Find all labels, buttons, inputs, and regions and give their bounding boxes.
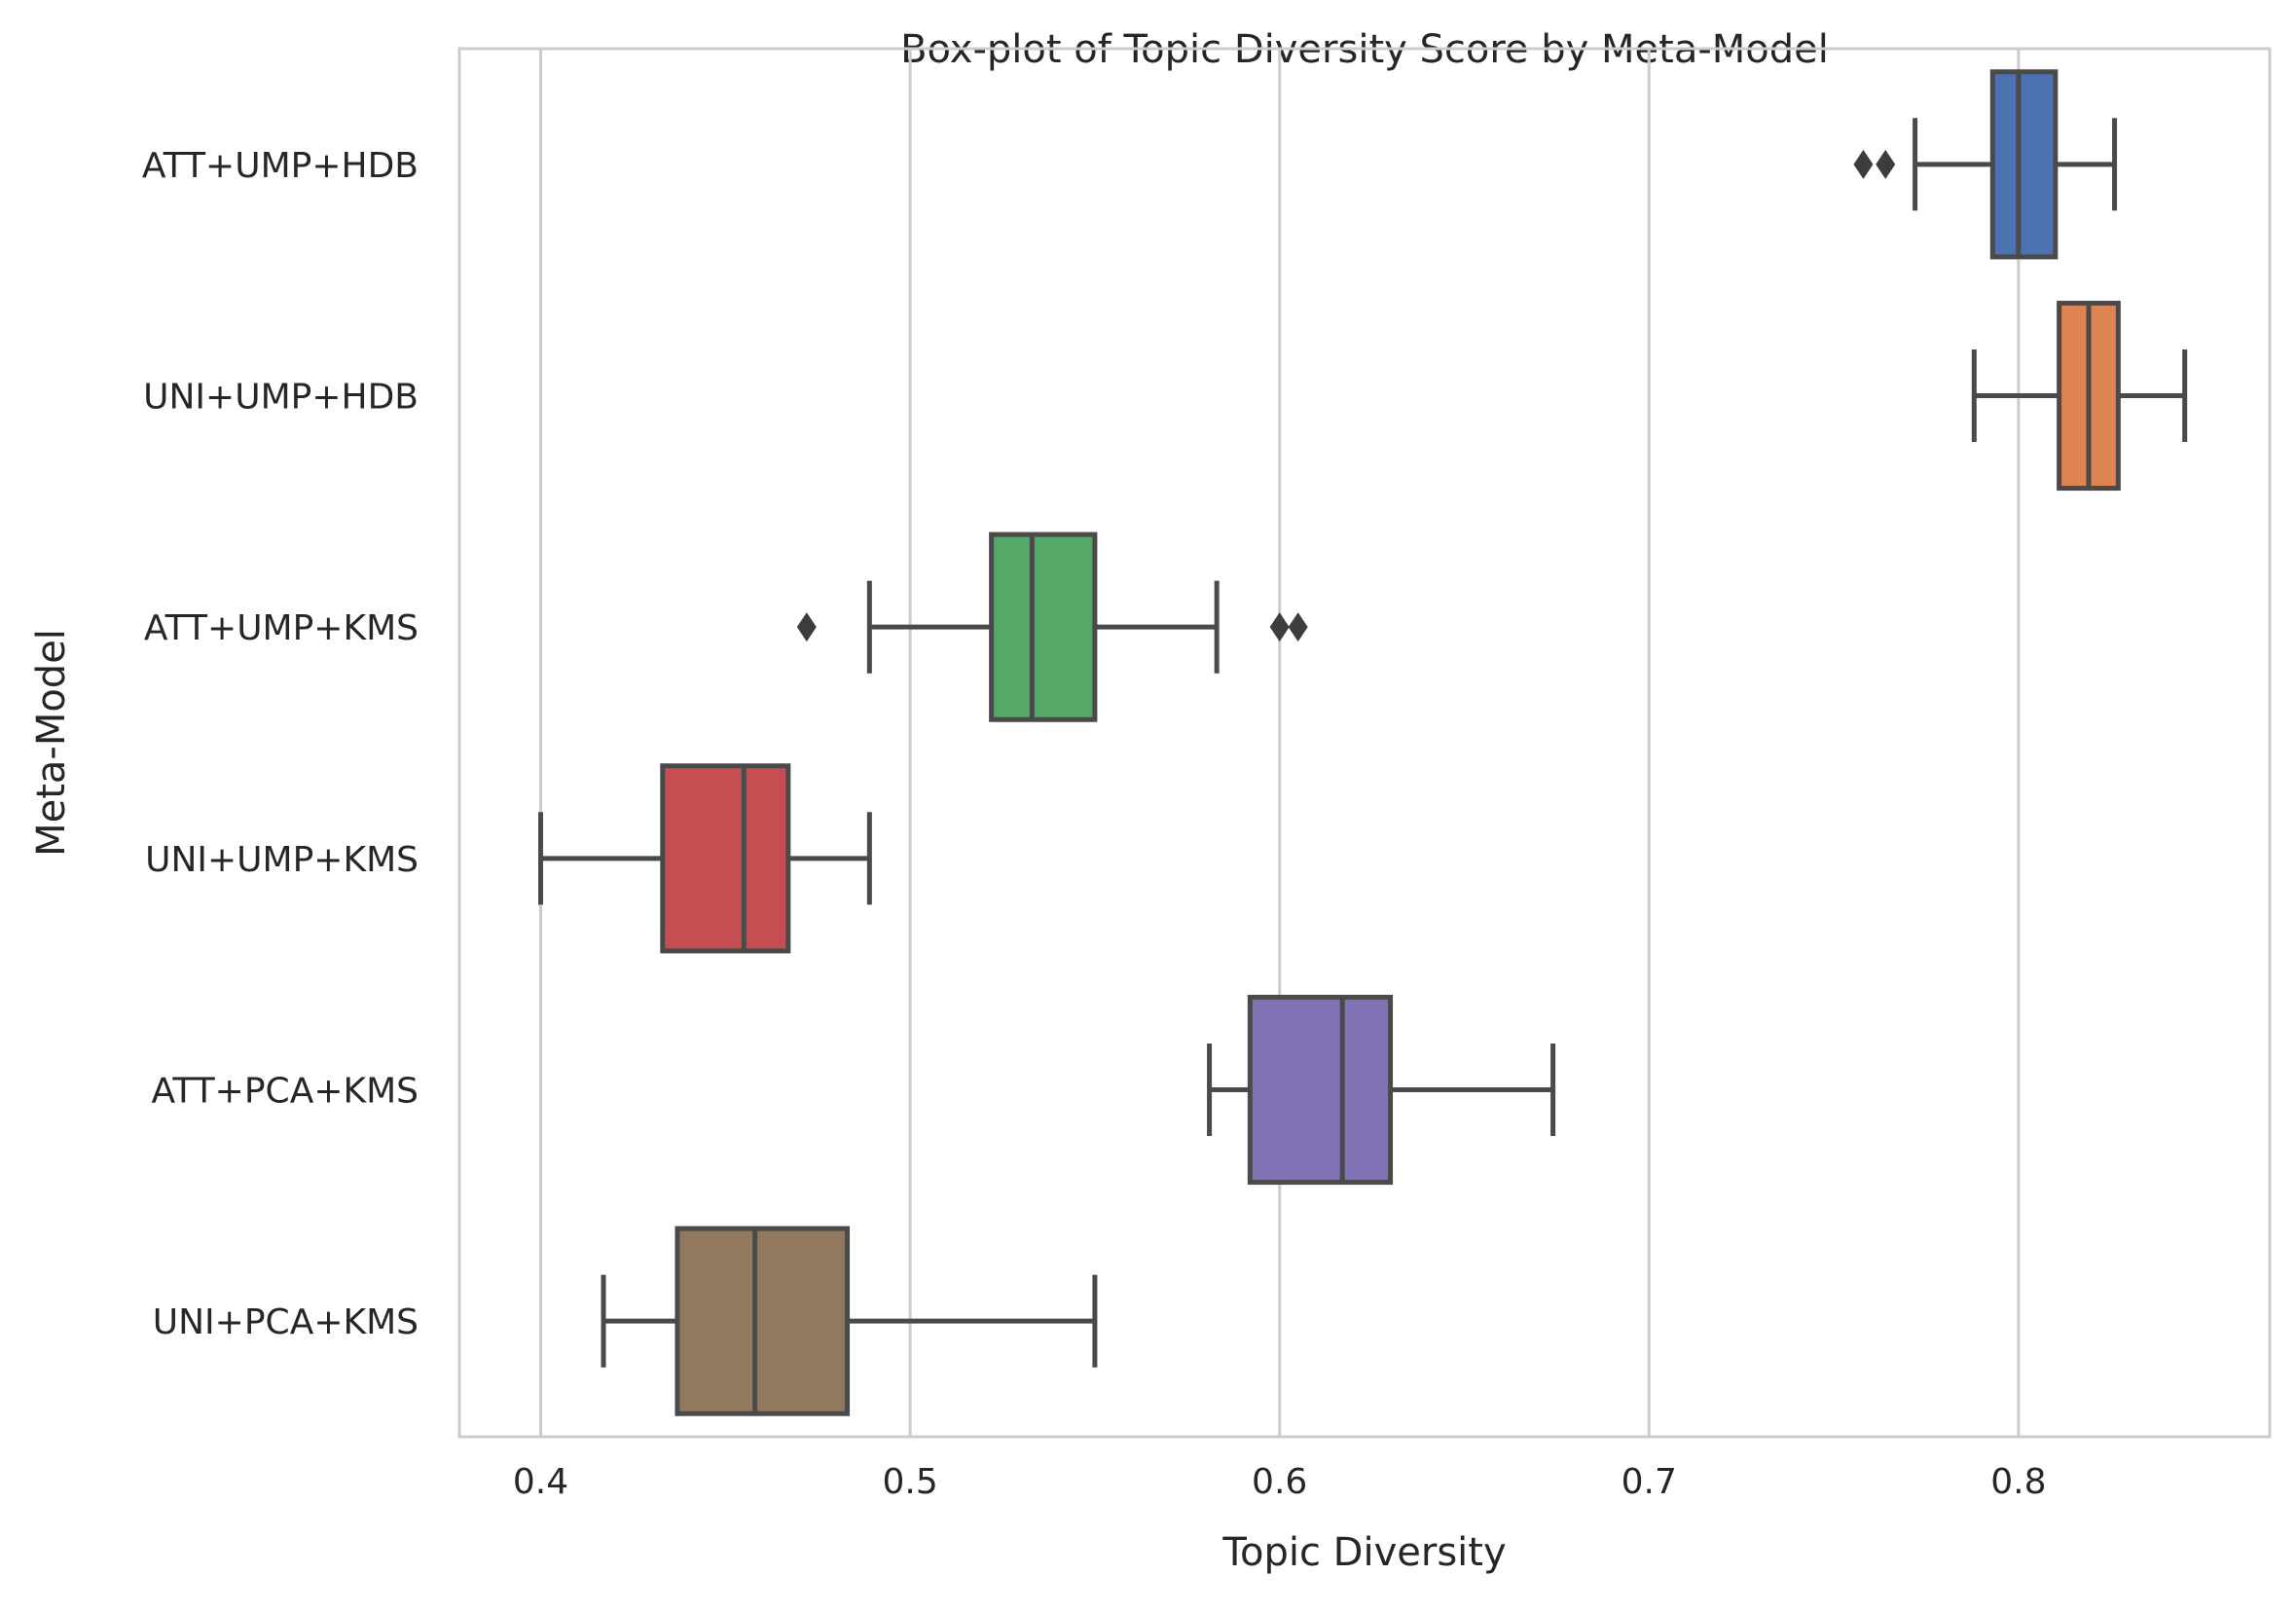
y-tick-label: ATT+PCA+KMS [152,1072,419,1112]
y-tick-label: UNI+PCA+KMS [153,1302,419,1342]
y-tick-label: ATT+UMP+HDB [142,146,419,186]
x-axis-ticks: 0.4 0.5 0.6 0.7 0.8 [513,1462,2047,1502]
y-tick-label: UNI+UMP+KMS [145,840,419,880]
y-tick-label: UNI+UMP+HDB [143,378,419,418]
box-group [796,531,1308,722]
box-group [1853,69,2118,260]
plot-frame [457,47,2272,1439]
box-group [1971,300,2188,492]
iqr-box [674,1226,851,1416]
outlier-point [796,612,817,642]
box-group [601,1226,1098,1416]
iqr-box [1247,994,1394,1186]
outlier-point [1269,612,1290,642]
x-axis-label: Topic Diversity [1221,1530,1506,1575]
x-tick-label: 0.4 [513,1462,568,1502]
iqr-box [660,763,791,954]
outlier-point [1288,612,1308,642]
grid-lines [539,49,2021,1437]
x-tick-label: 0.7 [1622,1462,1677,1502]
y-axis-label: Meta-Model [29,629,74,857]
box-group [538,763,872,954]
box-series [538,69,2188,1416]
y-tick-label: ATT+UMP+KMS [144,608,419,648]
y-axis-ticks: ATT+UMP+HDB UNI+UMP+HDB ATT+UMP+KMS UNI+UMP… [142,146,419,1342]
outlier-point [1876,149,1896,179]
outlier-point [1853,149,1874,179]
box-group [1207,994,1556,1186]
x-tick-label: 0.8 [1990,1462,2046,1502]
iqr-box [1989,69,2059,260]
iqr-box [989,531,1098,722]
x-tick-label: 0.6 [1252,1462,1307,1502]
x-tick-label: 0.5 [882,1462,937,1502]
